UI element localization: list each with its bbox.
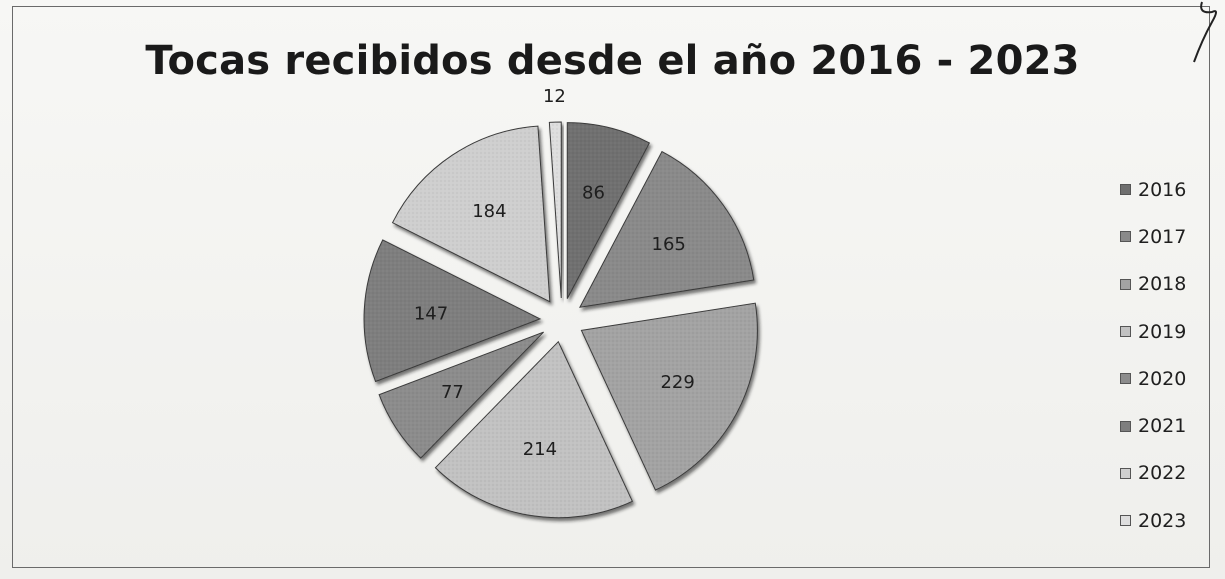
data-label-2021: 147 xyxy=(414,303,448,324)
legend-label: 2021 xyxy=(1138,415,1187,438)
data-label-2019: 214 xyxy=(523,439,557,460)
pie-slice-texture xyxy=(567,122,650,299)
legend-label: 2023 xyxy=(1138,509,1187,532)
legend-item-2020: 2020 xyxy=(1120,355,1208,402)
legend-swatch xyxy=(1120,467,1131,479)
pie-slice-texture xyxy=(581,303,758,491)
pie-slice-2018: 229 xyxy=(580,302,758,491)
pie-slice-2022: 184 xyxy=(391,125,551,303)
legend-label: 2019 xyxy=(1138,320,1187,343)
data-label-2023: 12 xyxy=(543,86,566,107)
chart-frame xyxy=(12,6,1210,568)
pie-slice-texture xyxy=(549,122,562,299)
legend-swatch xyxy=(1120,184,1131,196)
legend-swatch xyxy=(1120,278,1131,290)
legend-item-2021: 2021 xyxy=(1120,402,1208,449)
legend-swatch xyxy=(1120,231,1131,243)
legend-item-2017: 2017 xyxy=(1120,213,1208,260)
pie-slice-2019: 214 xyxy=(434,340,634,519)
chart-legend: 2016 2017 2018 2019 2020 2021 2022 2023 xyxy=(1120,166,1208,544)
pie-slice-2023: 12 xyxy=(543,86,566,299)
legend-swatch xyxy=(1120,515,1131,527)
pie-slice-texture xyxy=(379,332,544,459)
legend-swatch xyxy=(1120,326,1131,338)
data-label-2017: 165 xyxy=(652,234,686,255)
legend-label: 2020 xyxy=(1138,367,1187,390)
legend-label: 2018 xyxy=(1138,273,1187,296)
chart-title: Tocas recibidos desde el año 2016 - 2023 xyxy=(145,38,1080,84)
pie-slice-2021: 147 xyxy=(363,239,542,383)
legend-swatch xyxy=(1120,373,1131,385)
data-label-2016: 86 xyxy=(582,183,605,204)
data-label-2022: 184 xyxy=(472,201,506,222)
legend-item-2018: 2018 xyxy=(1120,261,1208,308)
legend-label: 2016 xyxy=(1138,178,1187,201)
pie-slice-2017: 165 xyxy=(578,150,755,308)
pie-slice-texture xyxy=(392,126,550,302)
legend-swatch xyxy=(1120,420,1131,432)
pie-slice-texture xyxy=(364,239,541,382)
legend-item-2022: 2022 xyxy=(1120,450,1208,497)
data-label-2018: 229 xyxy=(660,372,694,393)
legend-label: 2022 xyxy=(1138,462,1187,485)
data-label-2020: 77 xyxy=(441,382,464,403)
pie-slice-2020: 77 xyxy=(378,331,544,459)
legend-label: 2017 xyxy=(1138,225,1187,248)
legend-item-2016: 2016 xyxy=(1120,166,1208,213)
pie-slice-texture xyxy=(435,341,633,518)
pen-mark xyxy=(1193,1,1217,63)
pie-slice-2016: 86 xyxy=(566,122,651,299)
legend-item-2019: 2019 xyxy=(1120,308,1208,355)
pie-slice-texture xyxy=(579,151,754,308)
legend-item-2023: 2023 xyxy=(1120,497,1208,544)
